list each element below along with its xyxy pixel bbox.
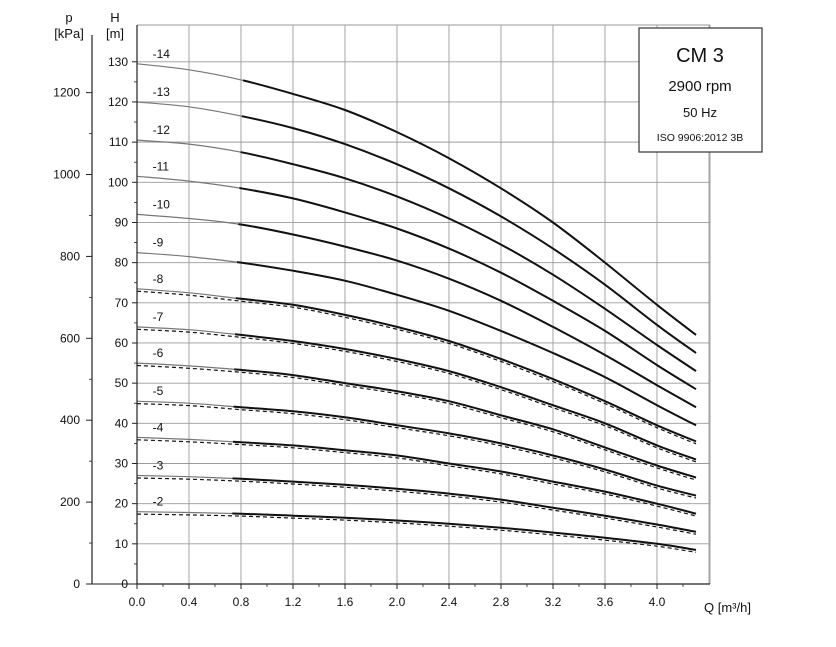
performance-curve	[136, 510, 697, 551]
grid	[136, 24, 711, 584]
performance-curve	[136, 213, 697, 409]
performance-curve	[136, 400, 697, 497]
pressure-tick-label: 600	[60, 331, 80, 345]
head-tick-label: 90	[115, 215, 129, 229]
head-tick-label: 20	[115, 497, 129, 511]
curve-label: -14	[153, 47, 171, 61]
info-box-standard: ISO 9906:2012 3B	[657, 132, 743, 144]
info-box-title: CM 3	[676, 45, 724, 67]
performance-curve	[136, 287, 697, 443]
x-tick-label: 0.4	[181, 595, 198, 609]
pressure-tick-label: 200	[60, 495, 80, 509]
x-tick-label: 2.8	[493, 595, 510, 609]
curve-label: -7	[153, 310, 164, 324]
x-tick-label: 2.4	[441, 595, 458, 609]
x-tick-label: 3.6	[597, 595, 614, 609]
curve-label: -13	[153, 85, 171, 99]
tolerance-curve-dashed	[136, 328, 697, 463]
curve-label: -5	[153, 384, 164, 398]
performance-curve	[136, 62, 697, 336]
info-box: CM 3 2900 rpm 50 Hz ISO 9906:2012 3B	[638, 27, 763, 153]
head-tick-label: 10	[115, 537, 129, 551]
x-tick-label: 1.2	[285, 595, 302, 609]
axes: p [kPa] H [m] Q [m³/h] 0 10 20 30 40 50 60 70 80…	[53, 10, 751, 615]
head-tick-label: 120	[108, 95, 128, 109]
x-tick-label: 0.8	[233, 595, 250, 609]
x-axis-title: Q [m³/h]	[704, 600, 751, 615]
performance-curve-thin	[136, 400, 697, 497]
pressure-tick-label: 1000	[53, 168, 80, 182]
performance-curve	[136, 436, 697, 515]
tolerance-curve-dashed	[136, 477, 697, 535]
tolerance-curve-dashed	[136, 513, 697, 553]
performance-curve-thin	[136, 213, 697, 408]
pressure-axis-title-line1: p	[65, 10, 72, 25]
head-tick-label: 0	[121, 577, 128, 591]
x-tick-label: 1.6	[337, 595, 354, 609]
x-tick-label: 2.0	[389, 595, 406, 609]
pressure-tick-label: 1200	[53, 86, 80, 100]
x-tick-label: 3.2	[545, 595, 562, 609]
curves: -14 -13 -12 -11 -10 -9 -8 -7 -6 -5 -4 -3 -2	[136, 47, 697, 553]
info-box-frame	[638, 27, 763, 153]
tolerance-curve-dashed	[136, 364, 697, 481]
performance-curve	[136, 325, 697, 461]
pressure-tick-label: 0	[73, 577, 80, 591]
performance-curve-thin	[136, 252, 697, 426]
performance-curve	[136, 362, 697, 479]
tolerance-curve-dashed	[136, 290, 697, 445]
head-tick-label: 110	[109, 135, 128, 149]
performance-curve-thin	[136, 175, 697, 390]
head-tick-label: 50	[115, 376, 129, 390]
info-box-speed: 2900 rpm	[668, 78, 731, 95]
tolerance-curve-dashed	[136, 403, 697, 499]
head-axis-title-line2: [m]	[106, 26, 124, 41]
x-tick-label: 4.0	[649, 595, 666, 609]
pressure-tick-label: 800	[60, 249, 80, 263]
curve-label: -11	[153, 159, 170, 173]
performance-curve-thin	[136, 63, 697, 336]
head-tick-label: 40	[115, 416, 129, 430]
curve-label: -2	[153, 495, 164, 509]
head-tick-label: 60	[115, 336, 129, 350]
performance-curve-thin	[136, 326, 697, 461]
pressure-axis-title-line2: [kPa]	[54, 26, 84, 41]
curve-label: -10	[153, 197, 171, 211]
tolerance-curve-dashed	[136, 439, 697, 517]
curve-label: -8	[153, 272, 164, 286]
pressure-tick-label: 400	[60, 413, 80, 427]
head-tick-label: 130	[108, 55, 128, 69]
head-tick-label: 70	[115, 296, 129, 310]
performance-curve-thin	[136, 101, 697, 354]
head-tick-label: 100	[108, 175, 128, 189]
head-tick-label: 80	[115, 256, 129, 270]
curve-label: -3	[153, 459, 164, 473]
curve-label: -4	[153, 420, 164, 434]
info-box-frequency: 50 Hz	[683, 105, 717, 120]
head-axis-title-line1: H	[110, 10, 119, 25]
performance-curve	[136, 251, 697, 427]
performance-curve	[136, 175, 697, 391]
head-tick-label: 30	[115, 456, 129, 470]
curve-label: -9	[153, 236, 164, 250]
performance-curve	[136, 139, 697, 372]
performance-curve	[136, 101, 697, 354]
curve-label: -6	[153, 346, 164, 360]
curve-label: -12	[153, 123, 171, 137]
x-tick-label: 0.0	[129, 595, 146, 609]
performance-curve	[136, 474, 697, 533]
